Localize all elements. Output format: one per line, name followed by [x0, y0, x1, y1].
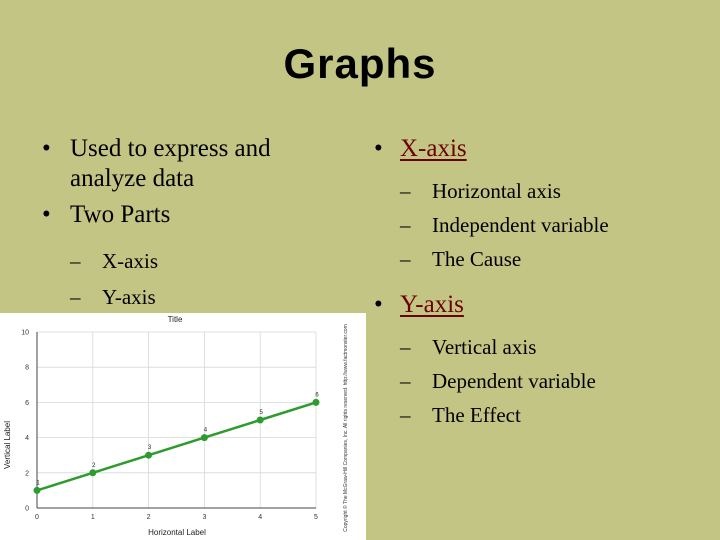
bullet-text: Two Parts: [70, 201, 171, 228]
chart-y-tick-label: 2: [25, 470, 29, 477]
sub-text: Independent variable: [432, 213, 609, 237]
bullet-dot: •: [374, 135, 383, 162]
bullet-y-axis: • Y-axis: [368, 290, 708, 320]
sub-dash: –: [400, 403, 411, 427]
chart-x-tick-label: 3: [202, 514, 206, 521]
sub-item-y-axis: – Y-axis: [28, 284, 348, 310]
bullet-x-axis: • X-axis: [368, 134, 708, 164]
sub-item-vertical-axis: – Vertical axis: [368, 334, 708, 360]
sub-dash: –: [70, 285, 81, 309]
sub-text: The Cause: [432, 247, 522, 271]
chart-x-tick-label: 2: [147, 514, 151, 521]
sub-item-the-effect: – The Effect: [368, 402, 708, 428]
bullet-text: Y-axis: [400, 291, 464, 318]
chart-data-label: 3: [148, 445, 152, 451]
sub-dash: –: [400, 179, 411, 203]
chart-x-tick-label: 0: [35, 514, 39, 521]
sub-text: Y-axis: [102, 285, 156, 309]
chart-y-tick-label: 0: [25, 506, 29, 513]
sub-item-horizontal-axis: – Horizontal axis: [368, 178, 708, 204]
bullet-two-parts: • Two Parts: [28, 200, 348, 230]
left-column: • Used to express and analyze data • Two…: [28, 134, 348, 310]
chart-data-point: [145, 451, 153, 459]
chart-data-point: [33, 486, 41, 494]
chart-data-point: [312, 398, 320, 406]
sub-text: X-axis: [102, 249, 158, 273]
chart-data-label: 4: [204, 428, 208, 434]
sub-dash: –: [70, 249, 81, 273]
chart-x-tick-label: 1: [91, 514, 95, 521]
bullet-text: Used to express and analyze data: [70, 135, 271, 192]
bullet-dot: •: [42, 135, 51, 162]
sub-item-the-cause: – The Cause: [368, 246, 708, 272]
chart-x-axis-label: Horizontal Label: [148, 528, 206, 537]
chart-x-tick-label: 4: [258, 514, 262, 521]
chart-copyright-text: Copyright © The McGraw-Hill Companies, I…: [342, 324, 349, 532]
sub-item-x-axis: – X-axis: [28, 248, 348, 274]
chart-y-tick-label: 4: [25, 435, 29, 442]
sub-text: The Effect: [432, 403, 521, 427]
chart-y-tick-label: 6: [25, 400, 29, 407]
sub-item-dependent-variable: – Dependent variable: [368, 368, 708, 394]
chart-data-point: [256, 416, 264, 424]
chart-data-point: [89, 469, 97, 477]
sub-dash: –: [400, 213, 411, 237]
chart-series-line: [36, 401, 317, 492]
chart-data-label: 1: [36, 480, 40, 486]
right-column: • X-axis – Horizontal axis – Independent…: [368, 134, 708, 428]
sub-item-independent-variable: – Independent variable: [368, 212, 708, 238]
chart-y-tick-label: 8: [25, 365, 29, 372]
chart-y-tick-label: 10: [21, 330, 29, 337]
sub-dash: –: [400, 247, 411, 271]
chart-data-label: 5: [260, 410, 264, 416]
bullet-used-to-express: • Used to express and analyze data: [28, 134, 348, 194]
bullet-dot: •: [42, 201, 51, 228]
sub-dash: –: [400, 369, 411, 393]
sub-dash: –: [400, 335, 411, 359]
sub-text: Vertical axis: [432, 335, 537, 359]
bullet-dot: •: [374, 291, 383, 318]
chart-data-point: [200, 434, 208, 442]
bullet-text: X-axis: [400, 135, 467, 162]
chart-data-label: 2: [92, 463, 96, 469]
chart-x-tick-label: 5: [314, 514, 318, 521]
chart-title: Title: [168, 315, 183, 324]
sub-text: Horizontal axis: [432, 179, 561, 203]
slide-title: Graphs: [283, 40, 437, 87]
chart-data-label: 6: [315, 392, 319, 398]
chart-y-axis-label: Vertical Label: [3, 421, 12, 469]
sub-text: Dependent variable: [432, 369, 596, 393]
